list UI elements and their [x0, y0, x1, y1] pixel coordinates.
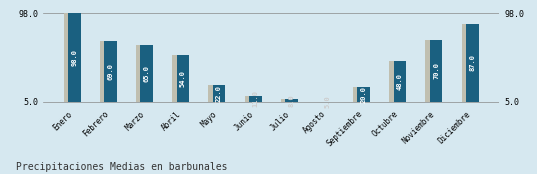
- Bar: [425, 40, 438, 102]
- Bar: [462, 24, 474, 102]
- Bar: [208, 85, 221, 102]
- Bar: [177, 55, 189, 102]
- Bar: [249, 96, 262, 102]
- Text: 54.0: 54.0: [180, 70, 186, 87]
- Text: 70.0: 70.0: [433, 62, 439, 79]
- Text: 11.0: 11.0: [252, 90, 258, 107]
- Text: 5.0: 5.0: [325, 95, 331, 108]
- Bar: [353, 87, 366, 102]
- Bar: [244, 96, 257, 102]
- Bar: [389, 61, 402, 102]
- Bar: [68, 13, 81, 102]
- Text: 48.0: 48.0: [397, 73, 403, 90]
- Bar: [285, 99, 298, 102]
- Text: 8.0: 8.0: [288, 94, 294, 106]
- Text: 22.0: 22.0: [216, 85, 222, 102]
- Bar: [136, 45, 149, 102]
- Bar: [104, 41, 117, 102]
- Bar: [213, 85, 226, 102]
- Bar: [100, 41, 113, 102]
- Bar: [430, 40, 442, 102]
- Bar: [466, 24, 478, 102]
- Bar: [64, 13, 76, 102]
- Text: Precipitaciones Medias en barbunales: Precipitaciones Medias en barbunales: [16, 162, 228, 172]
- Text: 20.0: 20.0: [361, 86, 367, 103]
- Text: 98.0: 98.0: [71, 49, 77, 66]
- Bar: [358, 87, 370, 102]
- Bar: [172, 55, 185, 102]
- Bar: [140, 45, 153, 102]
- Text: 65.0: 65.0: [144, 65, 150, 82]
- Bar: [394, 61, 407, 102]
- Text: 87.0: 87.0: [469, 54, 475, 71]
- Text: 69.0: 69.0: [107, 63, 113, 80]
- Bar: [281, 99, 293, 102]
